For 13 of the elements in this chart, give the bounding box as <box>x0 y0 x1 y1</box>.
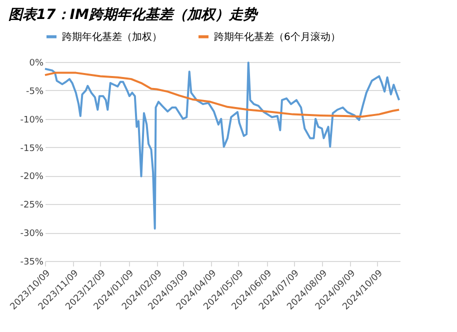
y-tick-label: -5% <box>26 86 44 97</box>
y-tick-label: -15% <box>20 144 44 154</box>
y-tick-label: -25% <box>20 200 44 211</box>
y-tick-label: -10% <box>20 115 44 126</box>
y-tick-label: -20% <box>20 172 44 182</box>
line-series <box>44 62 400 230</box>
y-tick-label: -30% <box>20 229 44 240</box>
y-tick-label: 0% <box>29 58 44 68</box>
y-tick-label: -35% <box>20 258 44 268</box>
legend-label: 跨期年化基差（6个月滚动） <box>214 30 340 43</box>
line-series <box>44 72 400 118</box>
chart-title: 图表17：IM跨期年化基差（加权）走势 <box>8 7 259 23</box>
legend-label: 跨期年化基差（加权） <box>62 30 162 43</box>
